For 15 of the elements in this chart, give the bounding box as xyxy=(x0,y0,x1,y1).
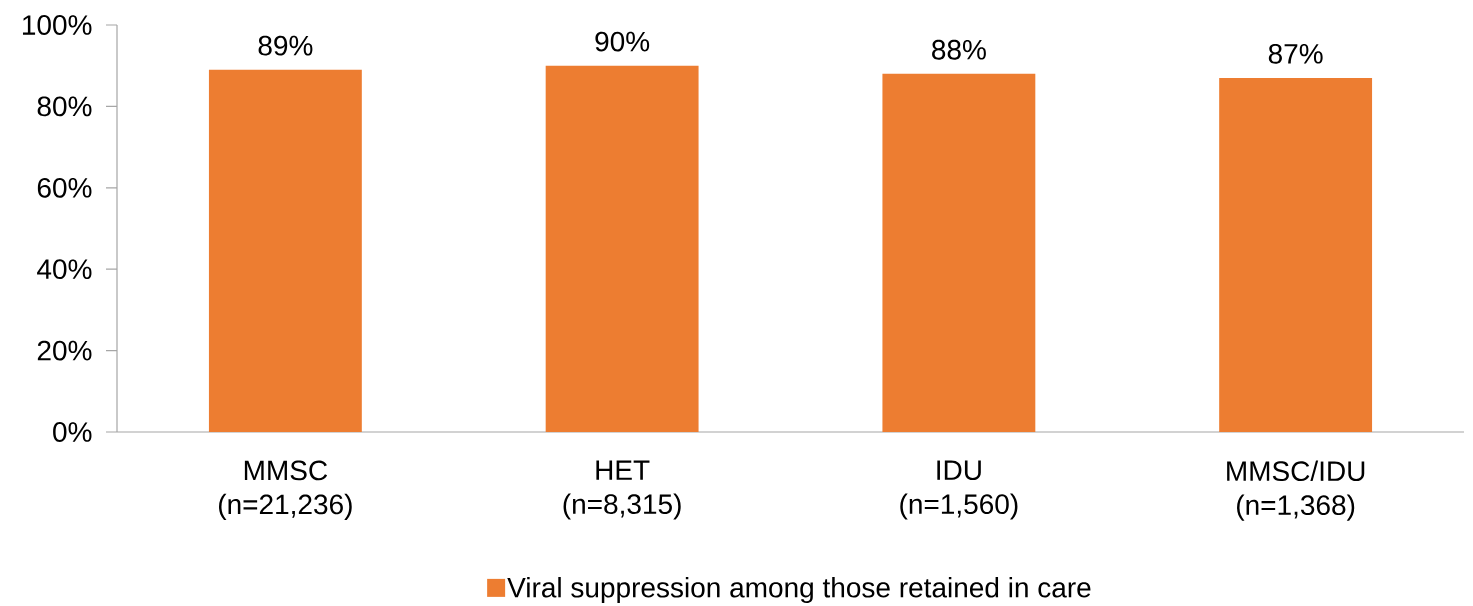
data-label: 88% xyxy=(932,39,986,60)
y-tick-label: 20% xyxy=(37,340,92,361)
data-label: 90% xyxy=(595,31,650,52)
y-tick-label: 0% xyxy=(53,422,92,442)
y-tick-label: 40% xyxy=(37,259,92,280)
data-label: 89% xyxy=(258,35,313,56)
x-tick-label: HET (n=8,315) xyxy=(563,460,681,520)
x-tick-label: MMSC/IDU (n=1,368) xyxy=(1227,460,1365,521)
x-tick-label: MMSC (n=21,236) xyxy=(219,460,352,520)
y-tick-label: 100% xyxy=(22,15,92,35)
legend-label: Viral suppression among those retained in care xyxy=(507,577,1091,604)
y-tick-label: 80% xyxy=(37,96,92,117)
x-tick-label: IDU (n=1,560) xyxy=(900,460,1018,520)
data-label: 87% xyxy=(1268,43,1323,64)
y-tick-label: 60% xyxy=(37,177,92,198)
